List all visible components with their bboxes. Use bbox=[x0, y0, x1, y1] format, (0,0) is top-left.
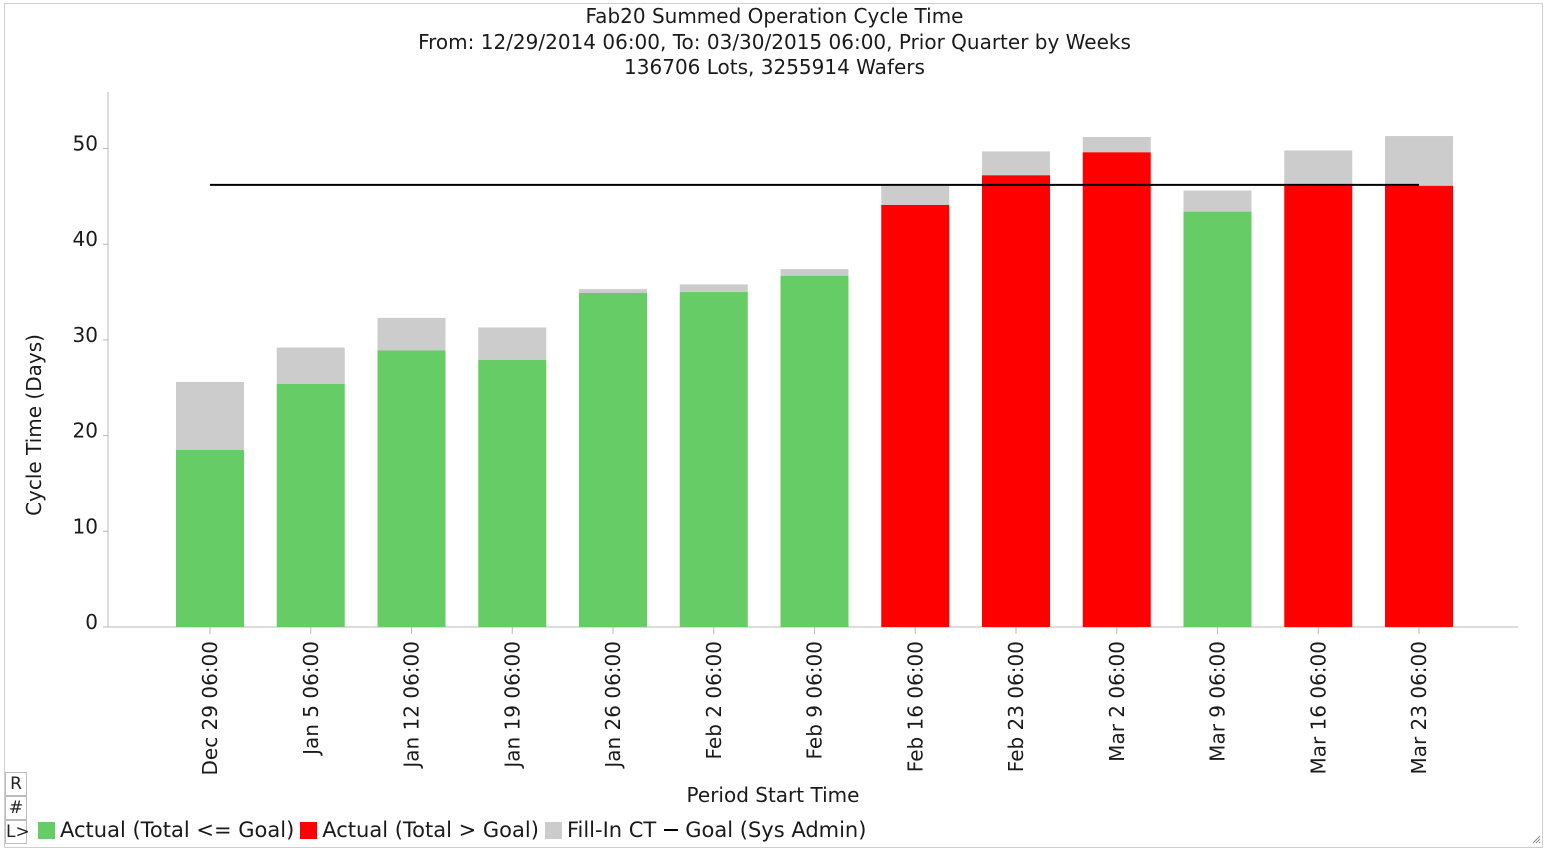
side-button-r[interactable]: R bbox=[5, 772, 27, 796]
bar-fill-in-ct bbox=[881, 185, 950, 205]
bar-actual-under-goal bbox=[478, 359, 547, 627]
legend-swatch-green bbox=[38, 821, 55, 839]
legend-label: Goal (Sys Admin) bbox=[685, 818, 867, 842]
side-button-l[interactable]: L> bbox=[5, 820, 30, 844]
legend-item-goal: Goal (Sys Admin) bbox=[662, 818, 866, 842]
bar-fill-in-ct bbox=[276, 347, 345, 384]
chart-legend: Actual (Total <= Goal) Actual (Total > G… bbox=[38, 816, 872, 844]
bar-actual-under-goal bbox=[176, 449, 244, 627]
bar-fill-in-ct bbox=[1284, 150, 1353, 186]
side-button-group: R # L> bbox=[5, 772, 30, 844]
bar-actual-over-goal bbox=[881, 204, 950, 627]
bar-actual-under-goal bbox=[780, 275, 849, 627]
bar-fill-in-ct bbox=[579, 289, 647, 294]
y-tick-label: 0 bbox=[85, 610, 98, 634]
x-tick-label: Mar 23 06:00 bbox=[1407, 641, 1431, 775]
legend-swatch-goal-line bbox=[664, 829, 679, 831]
resize-grip-icon[interactable] bbox=[1531, 834, 1541, 844]
x-tick-label: Jan 12 06:00 bbox=[400, 641, 424, 770]
bar-fill-in-ct bbox=[1082, 137, 1151, 153]
legend-item-fill-in-ct: Fill-In CT bbox=[544, 818, 657, 842]
y-tick-label: 40 bbox=[73, 227, 98, 251]
legend-label: Fill-In CT bbox=[566, 818, 657, 842]
legend-label: Actual (Total <= Goal) bbox=[60, 818, 295, 842]
bar-fill-in-ct bbox=[1385, 136, 1453, 186]
x-tick-label: Dec 29 06:00 bbox=[198, 641, 222, 776]
legend-item-actual-over-goal: Actual (Total > Goal) bbox=[300, 818, 539, 842]
y-tick-label: 20 bbox=[73, 419, 98, 443]
chart-frame bbox=[4, 3, 1543, 848]
x-tick-label: Feb 23 06:00 bbox=[1004, 641, 1028, 772]
y-tick-label: 50 bbox=[73, 132, 98, 156]
bar-actual-under-goal bbox=[1183, 211, 1252, 628]
bar-fill-in-ct bbox=[982, 151, 1050, 176]
bar-actual-over-goal bbox=[1284, 185, 1353, 627]
x-tick-label: Feb 16 06:00 bbox=[903, 641, 927, 772]
x-tick-label: Mar 2 06:00 bbox=[1105, 641, 1129, 762]
legend-label: Actual (Total > Goal) bbox=[322, 818, 539, 842]
chart-subtitle-counts: 136706 Lots, 3255914 Wafers bbox=[624, 55, 925, 79]
x-tick-label: Feb 2 06:00 bbox=[702, 641, 726, 760]
chart-title: Fab20 Summed Operation Cycle Time bbox=[585, 4, 964, 28]
bar-fill-in-ct bbox=[780, 269, 849, 276]
y-axis-label: Cycle Time (Days) bbox=[22, 334, 46, 516]
legend-swatch-red bbox=[300, 821, 318, 839]
bar-actual-under-goal bbox=[679, 292, 748, 627]
y-tick-label: 10 bbox=[73, 514, 98, 538]
bar-actual-over-goal bbox=[982, 175, 1050, 627]
x-axis-label: Period Start Time bbox=[687, 783, 860, 807]
x-tick-label: Jan 5 06:00 bbox=[299, 641, 323, 757]
bar-fill-in-ct bbox=[679, 284, 748, 293]
bar-actual-over-goal bbox=[1082, 152, 1151, 627]
bar-actual-under-goal bbox=[579, 293, 647, 627]
x-tick-label: Mar 16 06:00 bbox=[1306, 641, 1330, 775]
bar-actual-under-goal bbox=[377, 350, 446, 627]
side-button-hash[interactable]: # bbox=[5, 796, 27, 820]
x-tick-label: Jan 19 06:00 bbox=[500, 641, 524, 770]
legend-swatch-gray bbox=[544, 821, 562, 839]
x-tick-label: Feb 9 06:00 bbox=[803, 641, 827, 760]
y-tick-label: 30 bbox=[73, 323, 98, 347]
bar-actual-under-goal bbox=[276, 383, 345, 627]
bar-fill-in-ct bbox=[377, 317, 446, 351]
bar-fill-in-ct bbox=[176, 382, 244, 450]
legend-item-actual-under-goal: Actual (Total <= Goal) bbox=[38, 818, 294, 842]
bar-fill-in-ct bbox=[478, 327, 547, 360]
bar-fill-in-ct bbox=[1183, 190, 1252, 212]
bar-actual-over-goal bbox=[1385, 185, 1453, 627]
x-tick-label: Jan 26 06:00 bbox=[601, 641, 625, 770]
x-tick-label: Mar 9 06:00 bbox=[1206, 641, 1230, 762]
chart-subtitle-range: From: 12/29/2014 06:00, To: 03/30/2015 0… bbox=[418, 30, 1131, 54]
